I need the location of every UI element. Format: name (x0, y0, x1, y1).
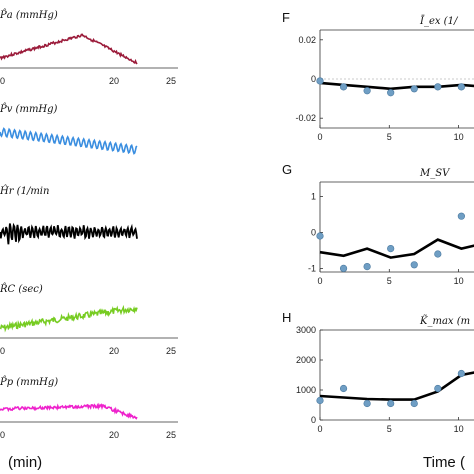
panel-h-ytick-label: 2000 (296, 355, 316, 365)
panel-f-fit-line (319, 81, 474, 91)
pv-series-line (0, 127, 138, 155)
pa-tick-0: 0 (0, 76, 5, 86)
panel-f-point (410, 85, 418, 93)
panel-h-fit-line (319, 371, 474, 401)
panel-g-point (363, 263, 371, 271)
panel-g-fit-line (319, 238, 474, 259)
panel-f: F Ī_ex (1/0.020-0.020 5 10 (282, 10, 474, 142)
panel-h-point (387, 399, 395, 408)
panel-g-letter: G (282, 162, 292, 177)
pa-tick-20: 20 (109, 76, 119, 86)
pp-tick-0: 0 (0, 430, 5, 440)
panel-f-ytick-label: 0 (311, 74, 316, 84)
panel-hr-title: Ĥr (1/min (0, 185, 49, 197)
panel-f-ytick-label: -0.02 (295, 113, 316, 123)
panel-h: H K̃_max (m 3000 2000 1000 00 5 10 (282, 310, 474, 434)
panel-f-point (434, 83, 442, 91)
panel-g-ytick-label: 0 (311, 227, 316, 237)
panel-f-letter: F (282, 10, 290, 25)
panel-h-xtick-label: 0 (317, 424, 322, 434)
panel-h-point (410, 399, 418, 408)
panel-g-ytick-label: 1 (311, 191, 316, 201)
panel-f-point (316, 77, 324, 85)
pp-series-line (0, 402, 138, 420)
panel-f-title: Ī_ex (1/ (419, 15, 459, 27)
hr-series-line (0, 222, 138, 245)
panel-h-point (363, 399, 371, 408)
panel-g-xtick-label: 5 (387, 276, 392, 286)
rc-tick-25: 25 (166, 346, 176, 356)
panel-f-ytick-label: 0.02 (298, 35, 316, 45)
panel-g-xtick-label: 10 (454, 276, 464, 286)
panel-g-point (410, 261, 418, 269)
panel-f-xtick-label: 0 (317, 132, 322, 142)
panel-g-point (387, 245, 395, 253)
panel-g-point (434, 250, 442, 258)
panel-f-point (387, 89, 395, 97)
panel-h-point (339, 384, 348, 393)
panel-pp-title: P̂p (mmHg) (0, 376, 58, 388)
panel-rc-title: R̂C (sec) (0, 283, 43, 295)
panel-h-point (457, 369, 465, 378)
panel-pa: P̂a (mmHg) 0 20 25 (0, 9, 178, 86)
panel-h-xtick-label: 5 (387, 424, 392, 434)
panel-g-point (457, 212, 465, 220)
pa-tick-25: 25 (166, 76, 176, 86)
panel-g-point (316, 232, 324, 240)
panel-f-point (339, 83, 348, 91)
panel-h-point (316, 396, 324, 405)
panel-f-point (457, 83, 465, 91)
panel-h-title: K̃_max (m (419, 315, 470, 327)
pp-tick-25: 25 (166, 430, 176, 440)
panel-pp: P̂p (mmHg) 0 20 25 (0, 376, 178, 440)
rc-tick-20: 20 (109, 346, 119, 356)
panel-g-xtick-label: 0 (317, 276, 322, 286)
panel-g-title: M_SV (419, 168, 451, 179)
panel-h-letter: H (282, 310, 291, 325)
panel-pv: P̂v (mmHg) (0, 103, 138, 155)
panel-f-xtick-label: 10 (454, 132, 464, 142)
panel-pa-title: P̂a (mmHg) (0, 9, 58, 21)
left-x-axis-label: (min) (8, 454, 42, 471)
panel-g-ytick-label: -1 (308, 263, 316, 273)
rc-tick-0: 0 (0, 346, 5, 356)
pa-series-line (0, 33, 138, 65)
panel-f-point (363, 87, 371, 95)
panel-h-ytick-label: 3000 (296, 325, 316, 335)
panel-pv-title: P̂v (mmHg) (0, 103, 58, 115)
panel-g-point (339, 264, 348, 273)
right-x-axis-label: Time ( (423, 454, 465, 471)
panel-h-ytick-label: 1000 (296, 385, 316, 395)
panel-h-point (434, 384, 442, 393)
panel-h-ytick-label: 0 (311, 415, 316, 425)
panel-hr: Ĥr (1/min (0, 185, 138, 245)
panel-h-xtick-label: 10 (454, 424, 464, 434)
rc-series-line (0, 304, 138, 333)
pp-tick-20: 20 (109, 430, 119, 440)
panel-rc: R̂C (sec) 0 20 25 (0, 283, 178, 356)
panel-f-xtick-label: 5 (387, 132, 392, 142)
